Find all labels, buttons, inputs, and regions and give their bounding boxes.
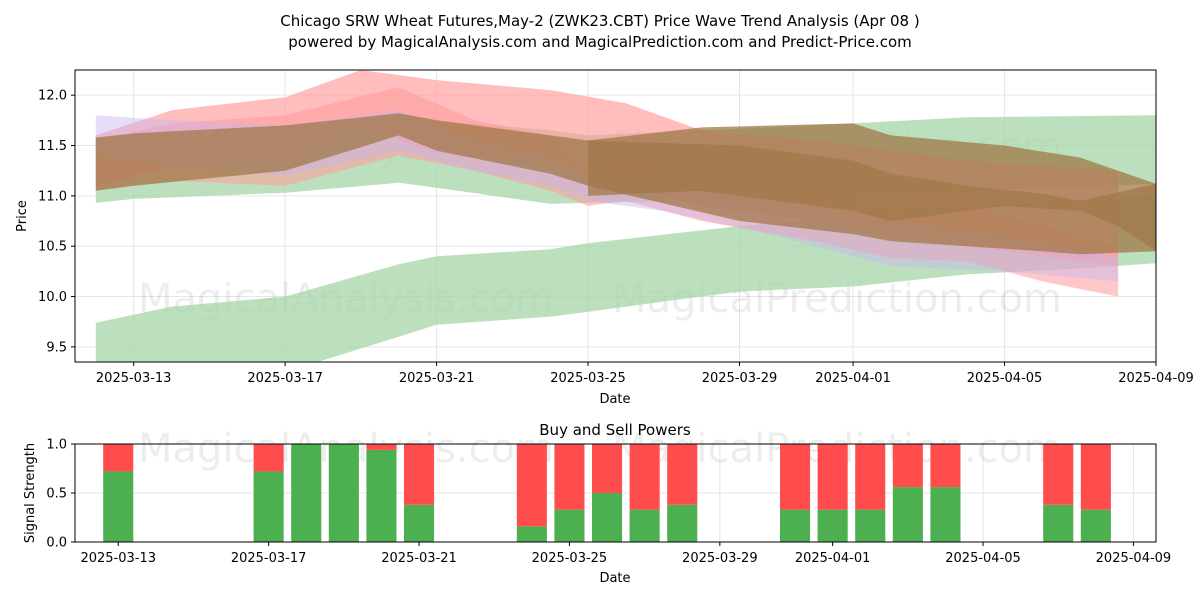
price-y-tick-label: 12.0 bbox=[38, 89, 67, 104]
price-x-axis-label: Date bbox=[599, 392, 630, 407]
price-plot-frame bbox=[74, 69, 1157, 363]
sell-bar bbox=[629, 444, 660, 510]
price-wave-bands bbox=[95, 70, 1156, 362]
sell-bar bbox=[1080, 444, 1111, 510]
signal-y-tick-label: 0.0 bbox=[46, 536, 67, 551]
buy-bar bbox=[817, 509, 848, 542]
price-x-tick-label: 2025-04-09 bbox=[1118, 371, 1194, 386]
buy-bar bbox=[1043, 504, 1074, 542]
price-chart: MagicalAnalysis.comMagicalPrediction.com… bbox=[15, 69, 1194, 407]
signal-x-tick-label: 2025-03-13 bbox=[80, 551, 156, 566]
buy-bar bbox=[930, 487, 961, 542]
sell-bar bbox=[930, 444, 961, 488]
buy-bar bbox=[328, 444, 359, 542]
sell-bar bbox=[404, 444, 435, 505]
sell-bar bbox=[892, 444, 923, 488]
price-x-ticks: 2025-03-13 2025-03-17 2025-03-21 2025-03-25… bbox=[96, 362, 1194, 386]
price-x-tick-label: 2025-03-13 bbox=[96, 371, 172, 386]
buy-bar bbox=[554, 509, 585, 542]
price-y-axis-label: Price bbox=[15, 200, 30, 232]
buy-bar bbox=[855, 509, 886, 542]
buy-bar bbox=[892, 487, 923, 542]
price-x-tick-label: 2025-03-17 bbox=[247, 371, 323, 386]
buy-bar bbox=[366, 449, 397, 542]
price-x-tick-label: 2025-03-25 bbox=[550, 371, 626, 386]
price-x-tick-label: 2025-04-05 bbox=[967, 371, 1043, 386]
sell-bar bbox=[855, 444, 886, 510]
price-y-tick-label: 11.5 bbox=[38, 139, 67, 154]
signal-x-tick-label: 2025-03-21 bbox=[381, 551, 457, 566]
sell-bar bbox=[592, 444, 623, 493]
sell-bar bbox=[817, 444, 848, 510]
chart-title-line-1: Chicago SRW Wheat Futures,May-2 (ZWK23.C… bbox=[280, 12, 919, 30]
price-band-brown bbox=[588, 123, 1156, 252]
price-y-tick-label: 10.5 bbox=[38, 240, 67, 255]
price-y-tick-label: 10.0 bbox=[38, 290, 67, 305]
buy-bar bbox=[253, 471, 284, 542]
signal-x-tick-label: 2025-04-01 bbox=[795, 551, 871, 566]
buy-bar bbox=[592, 493, 623, 542]
signal-x-tick-label: 2025-04-05 bbox=[945, 551, 1021, 566]
signal-y-tick-label: 1.0 bbox=[46, 438, 67, 453]
sell-bar bbox=[1043, 444, 1074, 505]
buy-bar bbox=[1080, 509, 1111, 542]
signal-x-axis-label: Date bbox=[599, 571, 630, 586]
signal-chart-title: Buy and Sell Powers bbox=[539, 421, 691, 439]
sell-bar bbox=[554, 444, 585, 510]
price-x-tick-label: 2025-03-29 bbox=[702, 371, 778, 386]
buy-bar bbox=[103, 471, 134, 542]
price-y-tick-label: 11.0 bbox=[38, 189, 67, 204]
sell-bar bbox=[103, 444, 134, 472]
sell-bar bbox=[516, 444, 547, 527]
buy-bar bbox=[516, 526, 547, 542]
signal-y-ticks: 0.0 0.5 1.0 bbox=[46, 438, 75, 551]
price-band-purple bbox=[95, 110, 1119, 282]
sell-bar bbox=[253, 444, 284, 472]
buy-bar bbox=[780, 509, 811, 542]
signal-y-tick-label: 0.5 bbox=[46, 487, 67, 502]
price-x-tick-label: 2025-04-01 bbox=[815, 371, 891, 386]
signal-x-tick-label: 2025-03-25 bbox=[532, 551, 608, 566]
sell-bar bbox=[366, 444, 397, 450]
price-y-ticks: 9.5 10.0 10.5 11.0 11.5 12.0 bbox=[38, 89, 75, 355]
sell-bar bbox=[667, 444, 698, 505]
buy-bar bbox=[404, 504, 435, 542]
buy-bar bbox=[667, 504, 698, 542]
signal-x-tick-label: 2025-03-29 bbox=[682, 551, 758, 566]
signal-x-tick-label: 2025-03-17 bbox=[231, 551, 307, 566]
buy-bar bbox=[291, 444, 322, 542]
signal-chart: Buy and Sell Powers MagicalAnalysis.comM… bbox=[23, 421, 1171, 586]
sell-bar bbox=[780, 444, 811, 510]
signal-bars bbox=[103, 444, 1111, 542]
buy-bar bbox=[629, 509, 660, 542]
signal-x-ticks: 2025-03-13 2025-03-17 2025-03-21 2025-03-25… bbox=[80, 542, 1171, 566]
signal-x-tick-label: 2025-04-09 bbox=[1096, 551, 1172, 566]
signal-y-axis-label: Signal Strength bbox=[23, 443, 38, 543]
price-y-tick-label: 9.5 bbox=[46, 340, 67, 355]
chart-title-line-2: powered by MagicalAnalysis.com and Magic… bbox=[288, 33, 912, 51]
price-x-tick-label: 2025-03-21 bbox=[399, 371, 475, 386]
